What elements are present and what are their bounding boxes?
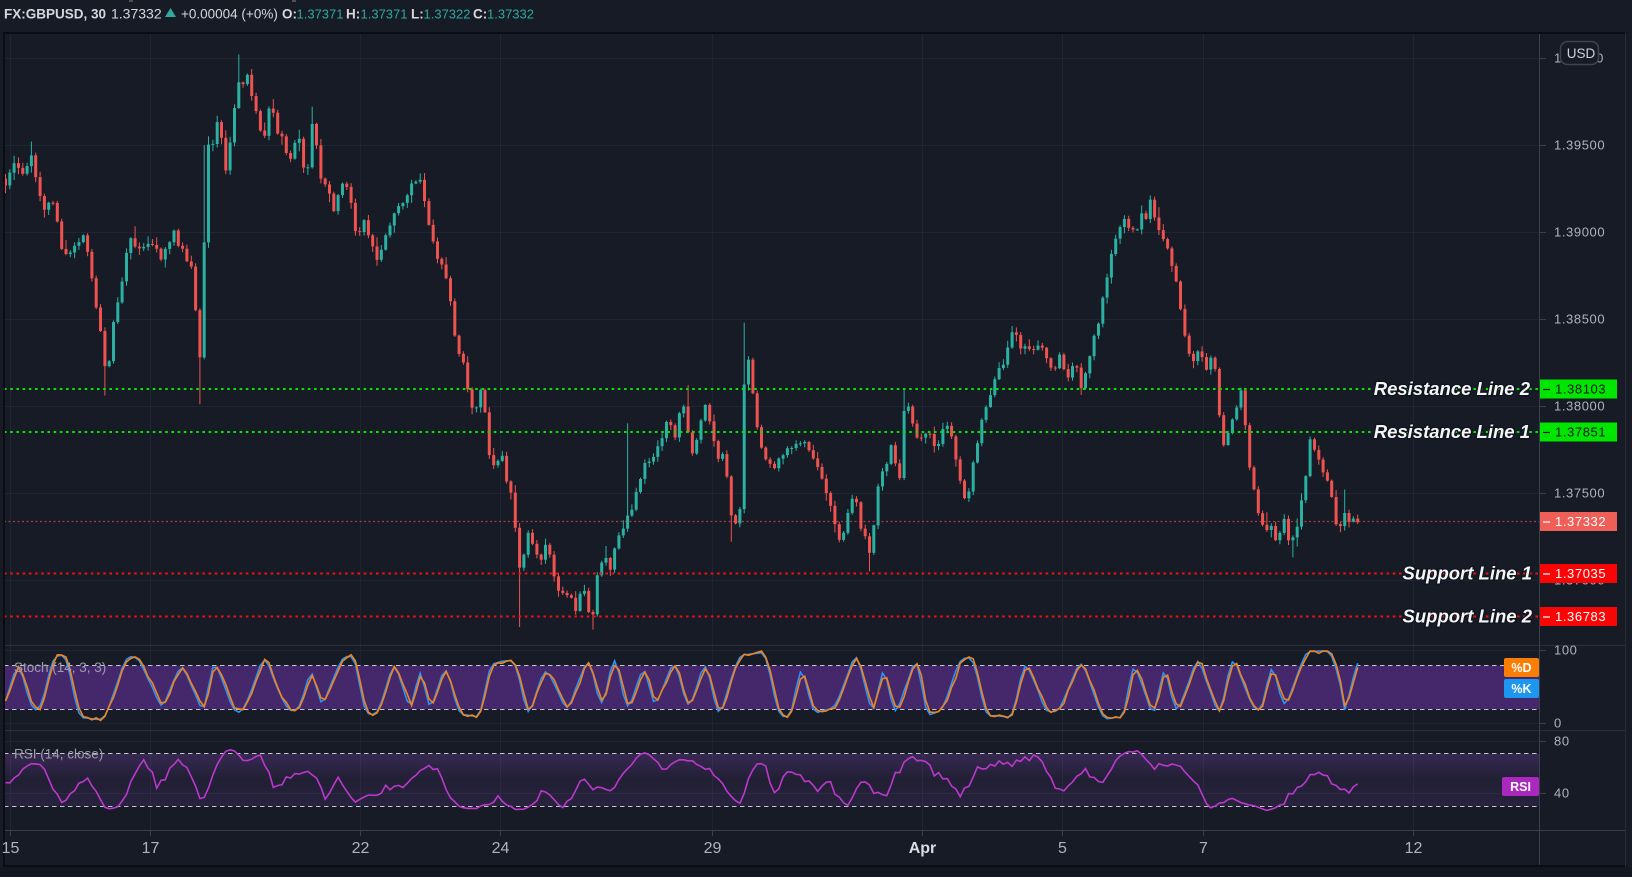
- svg-text:5: 5: [1058, 840, 1067, 857]
- svg-text:Support Line 2: Support Line 2: [1403, 606, 1533, 627]
- svg-text:RSI (14, close): RSI (14, close): [14, 747, 103, 762]
- svg-text:15: 15: [2, 840, 20, 857]
- svg-text:1.37371: 1.37371: [297, 7, 344, 22]
- svg-text:0: 0: [1554, 716, 1562, 731]
- svg-text:1.37322: 1.37322: [424, 7, 471, 22]
- svg-text:1.38103: 1.38103: [1555, 382, 1606, 397]
- svg-text:80: 80: [1554, 734, 1570, 749]
- svg-text:Stoch (14, 3, 3): Stoch (14, 3, 3): [14, 660, 106, 675]
- svg-text:1.37851: 1.37851: [1555, 425, 1606, 440]
- svg-text:L:: L:: [411, 7, 424, 22]
- svg-text:%K: %K: [1511, 682, 1531, 696]
- svg-text:17: 17: [142, 840, 160, 857]
- svg-text:Resistance Line 2: Resistance Line 2: [1374, 378, 1531, 399]
- svg-text:12: 12: [1405, 840, 1423, 857]
- svg-text:H:: H:: [346, 7, 360, 22]
- svg-text:Apr: Apr: [909, 840, 937, 857]
- svg-text:C:: C:: [473, 7, 487, 22]
- svg-text:29: 29: [704, 840, 722, 857]
- svg-text:1.37332: 1.37332: [111, 6, 162, 22]
- svg-text:7: 7: [1199, 840, 1208, 857]
- svg-text:40: 40: [1554, 786, 1570, 801]
- svg-text:%D: %D: [1511, 661, 1531, 675]
- svg-text:FX:GBPUSD, 30: FX:GBPUSD, 30: [4, 7, 106, 22]
- svg-text:RSI: RSI: [1510, 780, 1531, 794]
- svg-text:1.37332: 1.37332: [487, 7, 534, 22]
- svg-text:+0.00004 (+0%): +0.00004 (+0%): [181, 7, 278, 22]
- svg-text:1.38000: 1.38000: [1554, 399, 1605, 414]
- svg-text:22: 22: [352, 840, 370, 857]
- svg-text:Support Line 1: Support Line 1: [1403, 563, 1533, 584]
- svg-text:1.37371: 1.37371: [361, 7, 408, 22]
- svg-text:1.37500: 1.37500: [1554, 486, 1605, 501]
- svg-text:1.37035: 1.37035: [1555, 566, 1606, 581]
- svg-text:Resistance Line 1: Resistance Line 1: [1374, 421, 1530, 442]
- svg-text:1.36783: 1.36783: [1555, 609, 1606, 624]
- svg-text:100: 100: [1554, 643, 1578, 658]
- svg-text:1.38500: 1.38500: [1554, 312, 1605, 327]
- svg-text:1.39500: 1.39500: [1554, 138, 1605, 153]
- svg-text:1.37332: 1.37332: [1555, 514, 1606, 529]
- svg-text:USD: USD: [1567, 46, 1596, 61]
- svg-text:O:: O:: [282, 7, 297, 22]
- svg-text:1.39000: 1.39000: [1554, 225, 1605, 240]
- svg-text:24: 24: [492, 840, 510, 857]
